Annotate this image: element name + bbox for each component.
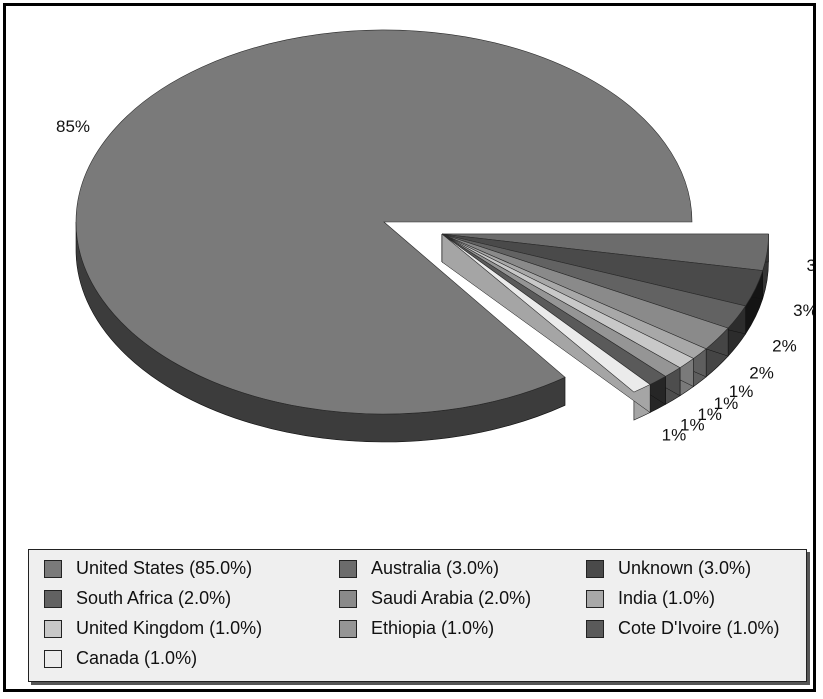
legend-item-canada: Canada (1.0%) xyxy=(44,648,197,669)
legend-swatch xyxy=(339,589,357,608)
pct-label-india: 1% xyxy=(729,382,754,401)
legend-item-australia: Australia (3.0%) xyxy=(339,558,499,579)
chart-frame: 85%3%3%2%2%1%1%1%1%1% United States (85.… xyxy=(3,3,816,692)
pct-label-ethiopia: 1% xyxy=(697,405,722,424)
pct-label-unknown: 3% xyxy=(793,301,813,320)
pie-chart: 85%3%3%2%2%1%1%1%1%1% xyxy=(56,29,813,444)
legend-label: United Kingdom (1.0%) xyxy=(76,618,263,638)
pie-tops xyxy=(75,29,769,415)
legend-label: South Africa (2.0%) xyxy=(76,588,232,608)
legend-swatch xyxy=(44,559,62,578)
pie-slice-canada xyxy=(441,233,651,393)
pct-label-saudi-arabia: 2% xyxy=(749,363,774,382)
legend-label: Australia (3.0%) xyxy=(371,558,500,578)
legend-swatch xyxy=(586,559,604,578)
legend-label: United States (85.0%) xyxy=(76,558,253,578)
pct-label-united-kingdom: 1% xyxy=(714,394,739,413)
legend-swatch xyxy=(586,619,604,638)
chart-legend: United States (85.0%) Australia (3.0%) Unk… xyxy=(28,549,807,682)
legend-label: India (1.0%) xyxy=(618,588,716,608)
legend-label: Unknown (3.0%) xyxy=(618,558,752,578)
legend-item-unknown: Unknown (3.0%) xyxy=(586,558,751,579)
pie-labels: 85%3%3%2%2%1%1%1%1%1% xyxy=(56,117,813,444)
legend-swatch xyxy=(44,589,62,608)
legend-item-india: India (1.0%) xyxy=(586,588,715,609)
pct-label-australia: 3% xyxy=(807,256,813,275)
pie-slice-united-states xyxy=(75,29,693,415)
legend-item-saudi-arabia: Saudi Arabia (2.0%) xyxy=(339,588,531,609)
pct-label-south-africa: 2% xyxy=(772,337,797,356)
legend-swatch xyxy=(44,619,62,638)
legend-swatch xyxy=(44,649,62,668)
pct-label-united-states: 85% xyxy=(56,117,90,136)
legend-item-south-africa: South Africa (2.0%) xyxy=(44,588,231,609)
legend-label: Cote D'Ivoire (1.0%) xyxy=(618,618,780,638)
pct-label-cote-d-ivoire: 1% xyxy=(680,416,705,435)
legend-label: Saudi Arabia (2.0%) xyxy=(371,588,532,608)
legend-swatch xyxy=(339,559,357,578)
legend-item-united-kingdom: United Kingdom (1.0%) xyxy=(44,618,262,639)
legend-item-cote-d-ivoire: Cote D'Ivoire (1.0%) xyxy=(586,618,780,639)
legend-item-ethiopia: Ethiopia (1.0%) xyxy=(339,618,494,639)
pct-label-canada: 1% xyxy=(662,425,687,444)
legend-item-united-states: United States (85.0%) xyxy=(44,558,252,579)
legend-label: Canada (1.0%) xyxy=(76,648,198,668)
legend-label: Ethiopia (1.0%) xyxy=(371,618,495,638)
legend-swatch xyxy=(586,589,604,608)
legend-swatch xyxy=(339,619,357,638)
